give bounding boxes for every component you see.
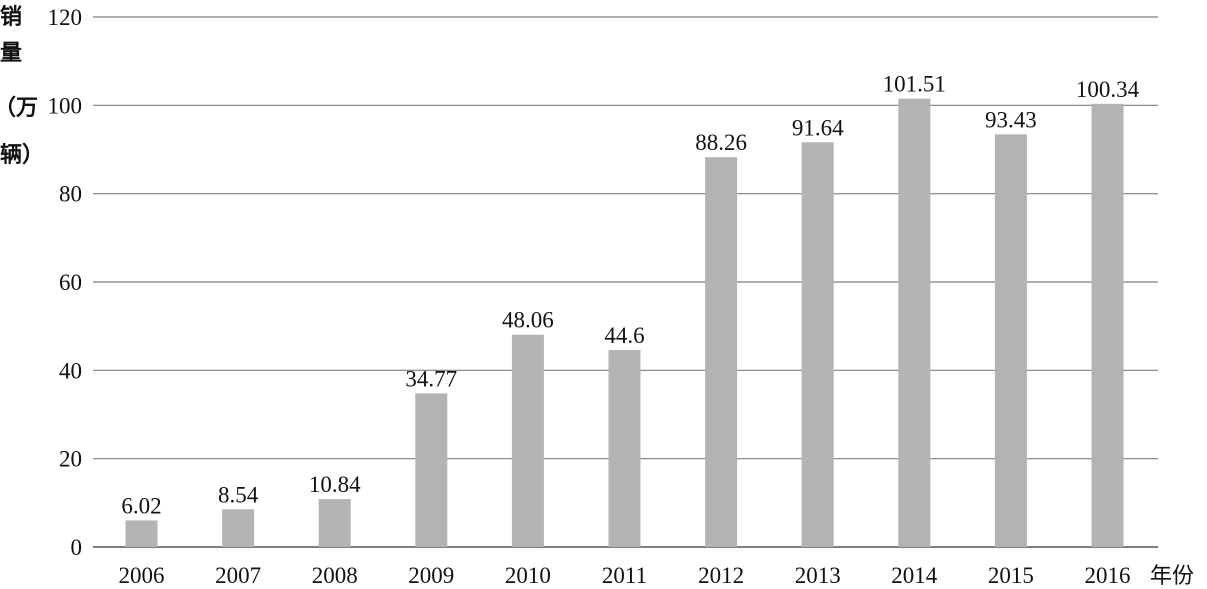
x-tick-label: 2007 (215, 563, 261, 588)
y-axis-label-line-1: 销 (0, 5, 22, 30)
data-label: 93.43 (985, 107, 1037, 132)
bars (125, 98, 1124, 548)
gridlines (93, 16, 1158, 548)
y-axis-label-line-2: 量 (0, 41, 22, 66)
data-label: 10.84 (309, 472, 361, 497)
data-label: 88.26 (695, 130, 747, 155)
data-label: 91.64 (792, 115, 844, 140)
data-label: 44.6 (604, 323, 644, 348)
x-tick-label: 2010 (505, 563, 551, 588)
y-tick-labels: 0 20 40 60 80 100 120 (48, 5, 83, 560)
y-tick-label: 40 (59, 358, 82, 383)
data-label: 34.77 (405, 366, 457, 391)
bar (125, 520, 158, 547)
data-label: 100.34 (1076, 77, 1140, 102)
x-tick-labels: 2006 2007 2008 2009 2010 2011 2012 2013 2014 2015… (119, 563, 1131, 588)
bar (994, 134, 1027, 547)
y-axis-label-line-4: 辆） (0, 142, 44, 168)
bar (1091, 103, 1124, 547)
x-tick-label: 2011 (602, 563, 647, 588)
y-tick-label: 80 (59, 182, 82, 207)
bar (705, 157, 738, 547)
y-tick-label: 0 (71, 535, 83, 560)
x-tick-label: 2015 (988, 563, 1034, 588)
data-label: 101.51 (883, 72, 946, 97)
bar (222, 509, 255, 547)
y-tick-label: 60 (59, 270, 82, 295)
data-label: 8.54 (218, 482, 259, 507)
bar (898, 98, 931, 547)
x-tick-label: 2009 (408, 563, 454, 588)
bar (608, 350, 641, 547)
data-labels: 6.02 8.54 10.84 34.77 48.06 44.6 88.26 91.64 101… (121, 72, 1139, 519)
y-tick-label: 20 (59, 447, 82, 472)
x-tick-label: 2012 (698, 563, 744, 588)
y-tick-label: 100 (48, 93, 83, 118)
data-label: 6.02 (121, 493, 161, 518)
x-tick-label: 2016 (1085, 563, 1131, 588)
x-tick-label: 2008 (312, 563, 358, 588)
bar (511, 334, 544, 547)
data-label: 48.06 (502, 308, 554, 333)
x-tick-label: 2014 (891, 563, 938, 588)
y-axis-label-line-3: （万 (0, 96, 38, 121)
x-axis-label: 年份 (1150, 564, 1194, 589)
bar (318, 499, 351, 547)
y-tick-label: 120 (48, 5, 83, 30)
x-tick-label: 2006 (119, 563, 165, 588)
bar (415, 393, 448, 547)
x-tick-label: 2013 (795, 563, 841, 588)
bar (801, 142, 834, 548)
y-axis-label: 销 量 （万 辆） (0, 5, 44, 168)
